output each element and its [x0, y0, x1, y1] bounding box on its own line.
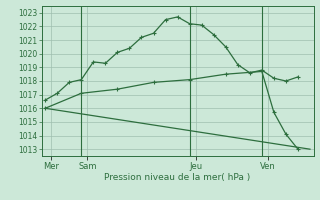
- X-axis label: Pression niveau de la mer( hPa ): Pression niveau de la mer( hPa ): [104, 173, 251, 182]
